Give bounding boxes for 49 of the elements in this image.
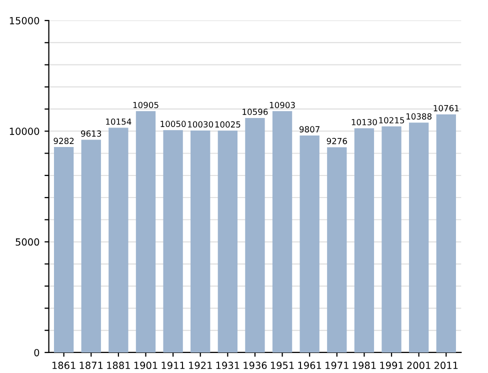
x-tick-label: 1991 (380, 362, 403, 370)
data-label: 10025 (215, 121, 240, 128)
x-tick-label: 2011 (434, 362, 458, 370)
bar (81, 140, 101, 352)
bar (272, 111, 292, 352)
x-tick-label: 1901 (134, 362, 158, 370)
y-tick-label: 0 (34, 348, 40, 356)
x-tick-label: 2001 (407, 362, 430, 370)
data-label: 10903 (270, 102, 295, 108)
x-tick-label: 1951 (270, 362, 294, 370)
data-label: 10388 (406, 113, 432, 120)
y-tick-label: 10000 (10, 128, 40, 136)
bar (108, 128, 128, 352)
data-label: 10761 (434, 105, 459, 112)
bar (136, 111, 156, 352)
bar (218, 130, 238, 352)
x-tick-label: 1961 (298, 362, 322, 370)
data-label: 10030 (188, 121, 214, 128)
y-tick-label: 15000 (10, 16, 40, 24)
x-tick-label: 1971 (326, 362, 348, 370)
bar (382, 126, 402, 352)
x-tick-label: 1981 (352, 362, 376, 370)
data-label: 9276 (326, 138, 347, 144)
data-label: 10905 (133, 102, 158, 108)
x-tick-label: 1881 (107, 362, 130, 370)
x-tick-label: 1911 (162, 362, 185, 370)
bar (409, 122, 429, 352)
bar (436, 114, 456, 352)
bar (190, 130, 210, 352)
data-label: 10050 (160, 120, 186, 128)
x-tick-label: 1861 (52, 362, 76, 370)
bar (245, 118, 265, 352)
data-label: 10154 (106, 118, 132, 125)
bar (54, 147, 74, 352)
data-label: 10130 (352, 118, 377, 126)
data-label: 9282 (54, 138, 74, 144)
bar (163, 130, 183, 352)
data-label: 10215 (379, 117, 404, 124)
x-tick-label: 1871 (80, 362, 103, 370)
data-label: 10596 (242, 108, 268, 115)
bar (354, 128, 374, 352)
x-tick-label: 1936 (244, 362, 267, 370)
data-label: 9807 (300, 126, 320, 132)
x-tick-label: 1921 (189, 362, 212, 370)
bar (327, 147, 347, 352)
y-tick-label: 5000 (16, 238, 40, 246)
bar (300, 135, 320, 352)
data-label: 9613 (81, 130, 102, 137)
x-tick-label: 1931 (216, 362, 240, 370)
